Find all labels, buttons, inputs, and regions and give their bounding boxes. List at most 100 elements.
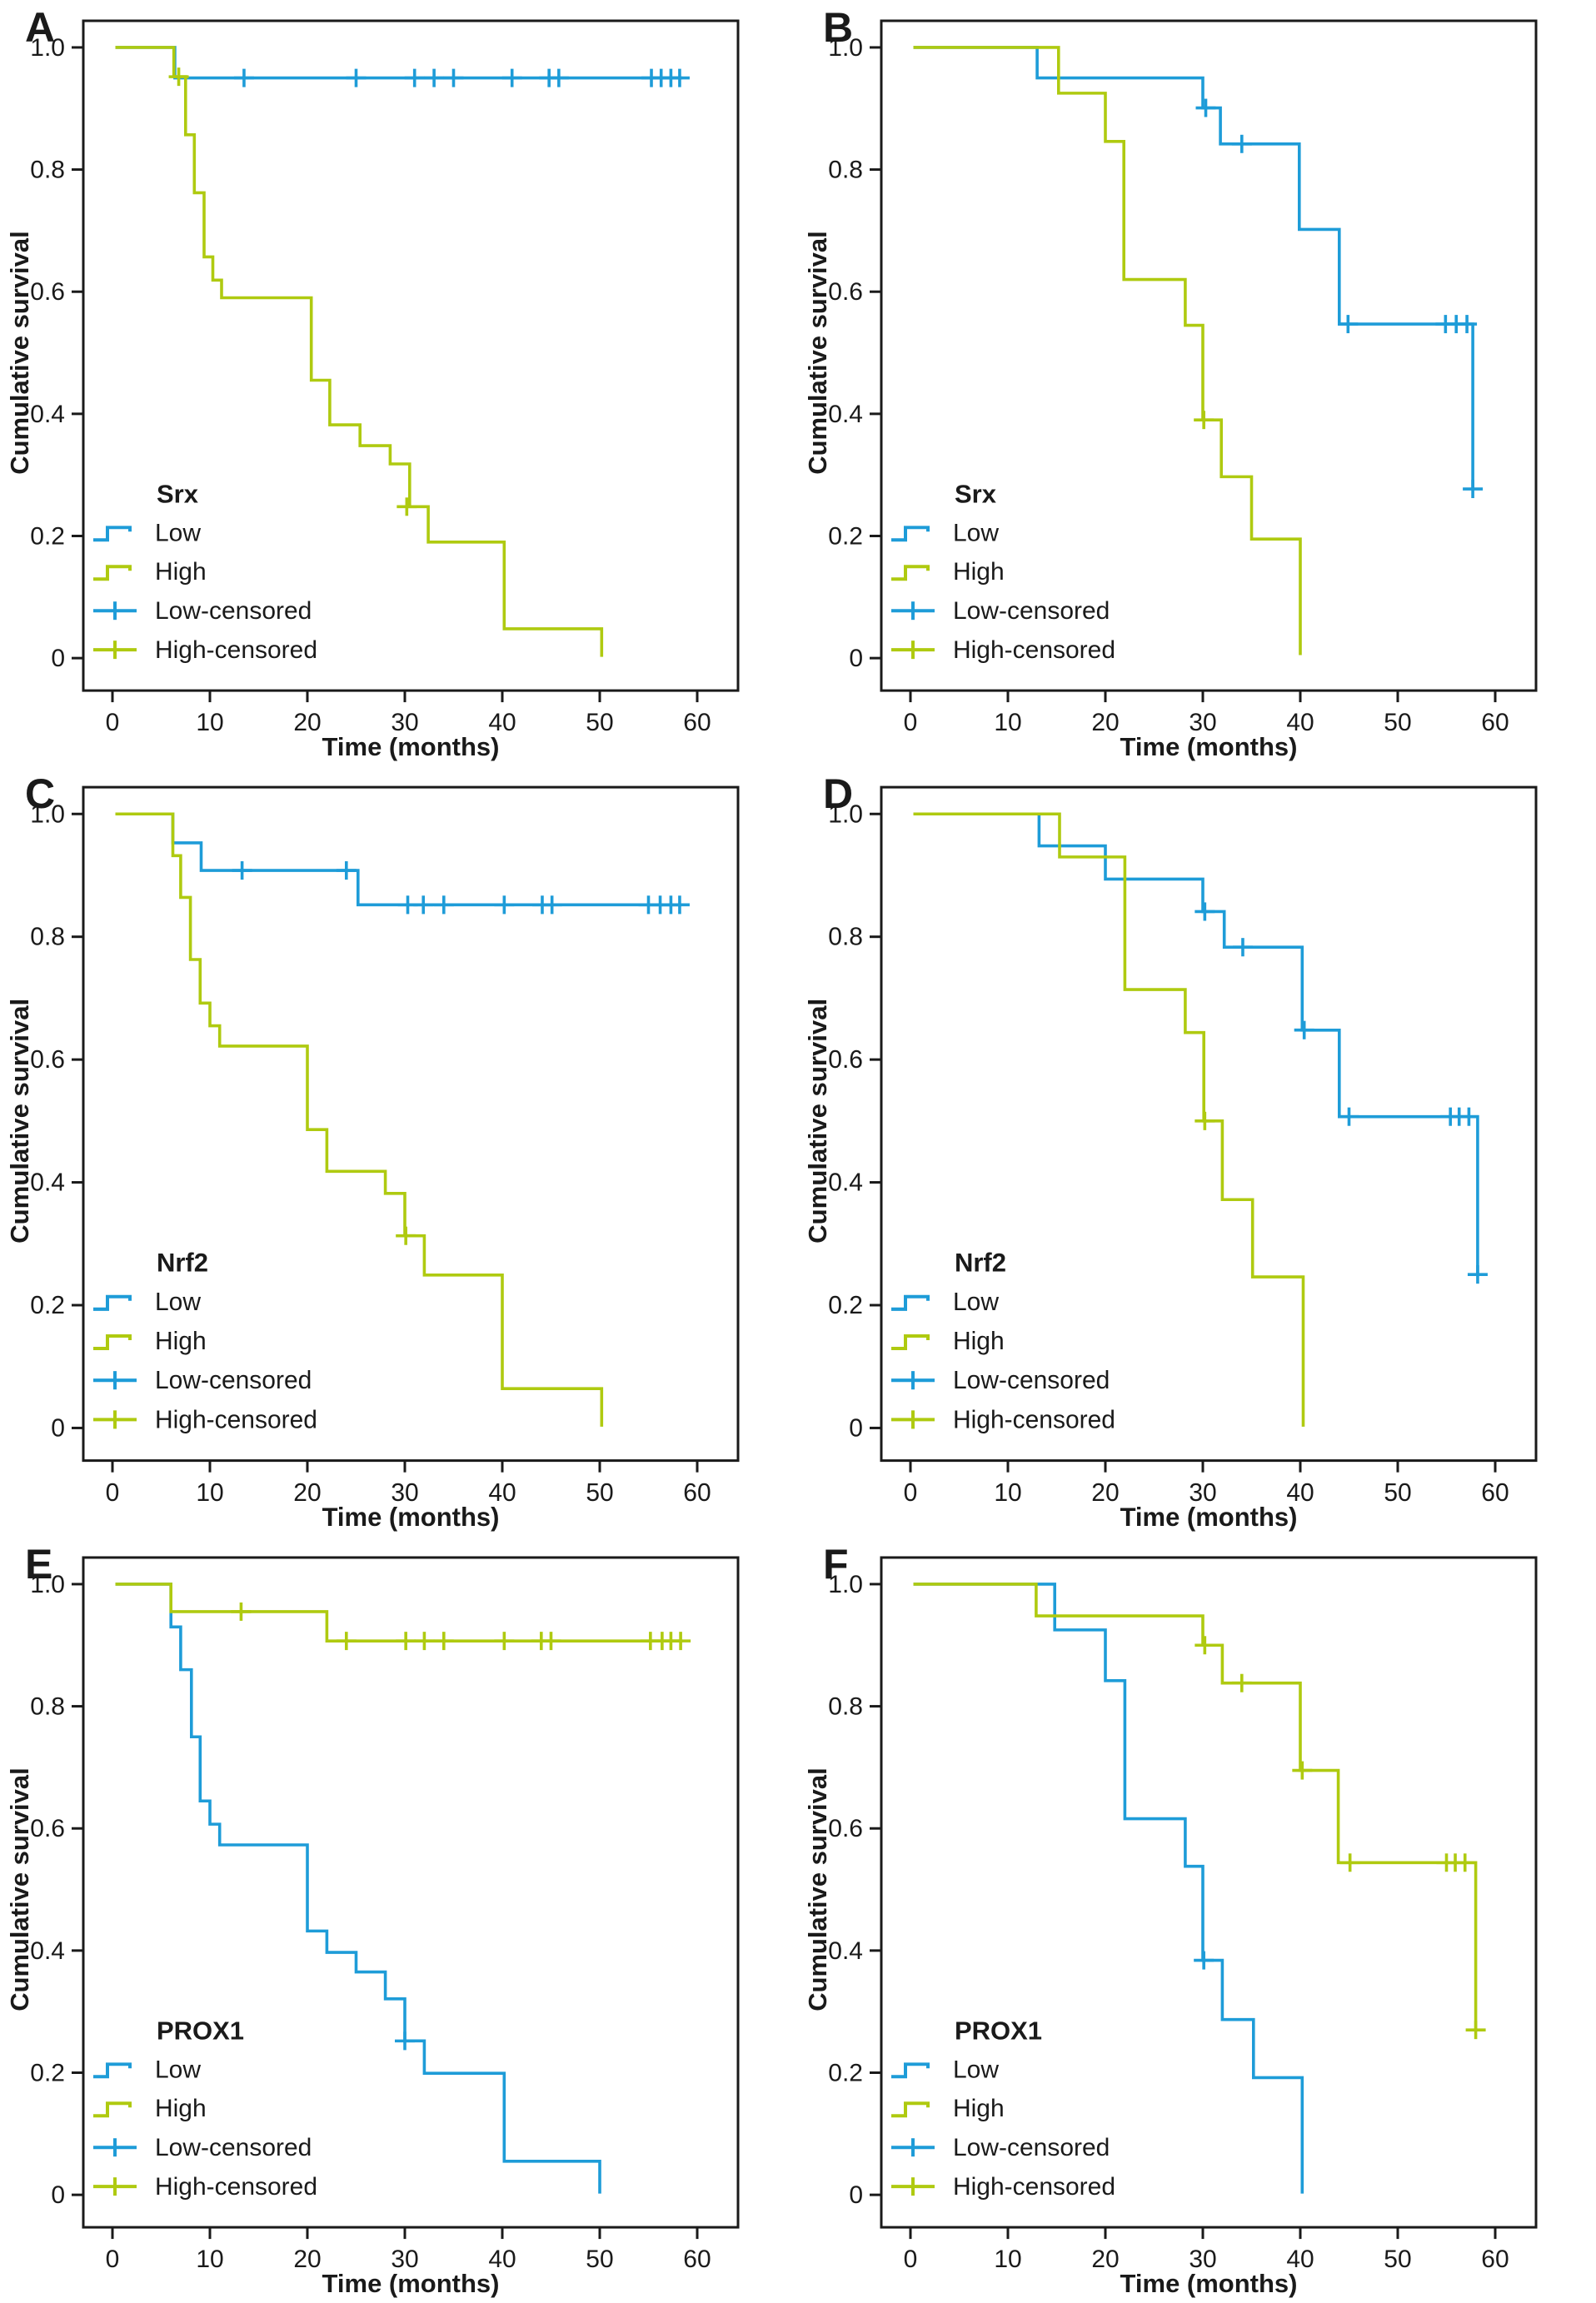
x-tick-label: 40 bbox=[488, 709, 516, 736]
x-tick-label: 0 bbox=[106, 1479, 120, 1507]
x-tick-label: 60 bbox=[1481, 2246, 1509, 2273]
x-tick-label: 20 bbox=[293, 1479, 321, 1507]
legend-low-step-icon bbox=[891, 2062, 930, 2079]
y-tick-label: 0.6 bbox=[828, 278, 863, 306]
x-tick-label: 60 bbox=[683, 2246, 711, 2273]
x-tick-label: 30 bbox=[1189, 1479, 1216, 1507]
x-tick-label: 60 bbox=[1481, 1479, 1509, 1507]
x-tick-label: 40 bbox=[488, 2246, 516, 2273]
panel-b: B 0 10 20 30 40 50 60 0 0.2 0.4 0.6 0.8 1.0 Time (mont… bbox=[798, 0, 1596, 766]
panel-letter: A bbox=[25, 4, 55, 51]
y-tick-label: 0.8 bbox=[828, 157, 863, 184]
x-tick-label: 10 bbox=[994, 1479, 1021, 1507]
y-tick-label: 0.2 bbox=[828, 523, 863, 551]
x-axis-title: Time (months) bbox=[1120, 2269, 1298, 2298]
curve-low bbox=[115, 812, 682, 907]
x-tick-label: 50 bbox=[1384, 1479, 1411, 1507]
legend-label-low-censored: Low-censored bbox=[953, 2134, 1110, 2161]
legend-label-high-censored: High-censored bbox=[155, 2173, 317, 2201]
x-axis-title: Time (months) bbox=[322, 1503, 500, 1532]
x-tick-label: 50 bbox=[1384, 2246, 1411, 2273]
curve-high bbox=[913, 1583, 1478, 2031]
plot-border bbox=[82, 1556, 740, 2229]
x-tick-label: 60 bbox=[683, 1479, 711, 1507]
x-tick-label: 0 bbox=[106, 709, 120, 736]
y-axis-title: Cumulative survival bbox=[5, 1767, 34, 2011]
x-tick-label: 30 bbox=[391, 1479, 418, 1507]
curve-low bbox=[913, 812, 1479, 1275]
y-tick-label: 0.8 bbox=[828, 1693, 863, 1721]
curve-high bbox=[115, 46, 604, 657]
legend-low-step-icon bbox=[93, 2062, 132, 2079]
legend-label-high: High bbox=[155, 2095, 207, 2122]
legend-high-step-icon bbox=[93, 565, 132, 581]
x-axis-title: Time (months) bbox=[322, 2269, 500, 2298]
legend-label-low: Low bbox=[953, 2056, 999, 2083]
curve-low bbox=[913, 46, 1474, 490]
km-chart-b: B 0 10 20 30 40 50 60 0 0.2 0.4 0.6 0.8 1.0 Time (mont… bbox=[803, 4, 1538, 761]
y-tick-label: 1.0 bbox=[30, 800, 65, 828]
x-tick-label: 0 bbox=[106, 2246, 120, 2273]
y-tick-label: 0.6 bbox=[828, 1815, 863, 1842]
panel-c: C 0 10 20 30 40 50 60 0 0.2 0.4 0.6 0.8 1.0 Time (mont… bbox=[0, 766, 798, 1537]
legend-label-low: Low bbox=[953, 1289, 999, 1316]
y-tick-label: 0.6 bbox=[828, 1046, 863, 1074]
y-tick-label: 0.4 bbox=[30, 1937, 65, 1965]
y-tick-label: 0.6 bbox=[30, 278, 65, 306]
y-tick-label: 0 bbox=[849, 2181, 863, 2209]
panel-letter: E bbox=[25, 1541, 52, 1588]
x-axis-title: Time (months) bbox=[1120, 1503, 1298, 1532]
legend-title: Nrf2 bbox=[157, 1249, 208, 1278]
legend-label-high-censored: High-censored bbox=[953, 1406, 1115, 1433]
x-tick-label: 30 bbox=[1189, 2246, 1216, 2273]
y-tick-label: 0.6 bbox=[30, 1815, 65, 1842]
panel-f: F 0 10 20 30 40 50 60 0 0.2 0.4 0.6 0.8 1.0 Time (mont… bbox=[798, 1537, 1596, 2303]
x-tick-label: 10 bbox=[196, 2246, 223, 2273]
y-tick-label: 0 bbox=[51, 1414, 65, 1442]
x-tick-label: 10 bbox=[196, 709, 223, 736]
legend-low-step-icon bbox=[891, 526, 930, 542]
y-tick-label: 0 bbox=[51, 645, 65, 672]
y-axis-title: Cumulative survival bbox=[803, 999, 832, 1244]
legend-title: PROX1 bbox=[157, 2016, 244, 2045]
legend-label-high: High bbox=[953, 558, 1005, 586]
x-tick-label: 20 bbox=[1091, 1479, 1119, 1507]
y-tick-label: 0 bbox=[849, 645, 863, 672]
x-tick-label: 50 bbox=[1384, 709, 1411, 736]
legend-high-step-icon bbox=[93, 2101, 132, 2118]
legend-high-step-icon bbox=[891, 1333, 930, 1351]
y-tick-label: 1.0 bbox=[30, 34, 65, 62]
y-tick-label: 1.0 bbox=[828, 1571, 863, 1598]
legend-title: Nrf2 bbox=[955, 1249, 1006, 1278]
y-tick-label: 0.6 bbox=[30, 1046, 65, 1074]
y-tick-label: 1.0 bbox=[828, 34, 863, 62]
x-axis-title: Time (months) bbox=[1120, 732, 1298, 761]
legend-label-low-censored: Low-censored bbox=[953, 597, 1110, 625]
x-tick-label: 20 bbox=[1091, 2246, 1119, 2273]
y-tick-label: 0.8 bbox=[30, 157, 65, 184]
x-tick-label: 60 bbox=[683, 709, 711, 736]
x-tick-label: 20 bbox=[293, 709, 321, 736]
y-tick-label: 0.8 bbox=[30, 1693, 65, 1721]
legend-low-step-icon bbox=[93, 1294, 132, 1311]
curve-high bbox=[115, 812, 604, 1427]
plot-border bbox=[880, 19, 1538, 692]
legend-label-high-censored: High-censored bbox=[155, 636, 317, 664]
km-chart-c: C 0 10 20 30 40 50 60 0 0.2 0.4 0.6 0.8 1.0 Time (mont… bbox=[5, 770, 740, 1532]
x-tick-label: 40 bbox=[1286, 2246, 1314, 2273]
legend-label-high-censored: High-censored bbox=[155, 1406, 317, 1433]
y-tick-label: 0 bbox=[51, 2181, 65, 2209]
x-axis-title: Time (months) bbox=[322, 732, 500, 761]
curve-high bbox=[913, 46, 1302, 656]
panel-e: E 0 10 20 30 40 50 60 0 0.2 0.4 0.6 0.8 1.0 Time (mont… bbox=[0, 1537, 798, 2303]
x-tick-label: 10 bbox=[196, 1479, 223, 1507]
legend-low-step-icon bbox=[93, 526, 132, 542]
x-tick-label: 40 bbox=[1286, 1479, 1314, 1507]
curve-low bbox=[115, 46, 683, 80]
km-chart-e: E 0 10 20 30 40 50 60 0 0.2 0.4 0.6 0.8 1.0 Time (mont… bbox=[5, 1541, 740, 2298]
y-axis-title: Cumulative survival bbox=[5, 231, 34, 474]
x-tick-label: 30 bbox=[1189, 709, 1216, 736]
x-tick-label: 10 bbox=[994, 2246, 1021, 2273]
x-tick-label: 50 bbox=[586, 709, 613, 736]
y-tick-label: 0.2 bbox=[828, 2060, 863, 2087]
